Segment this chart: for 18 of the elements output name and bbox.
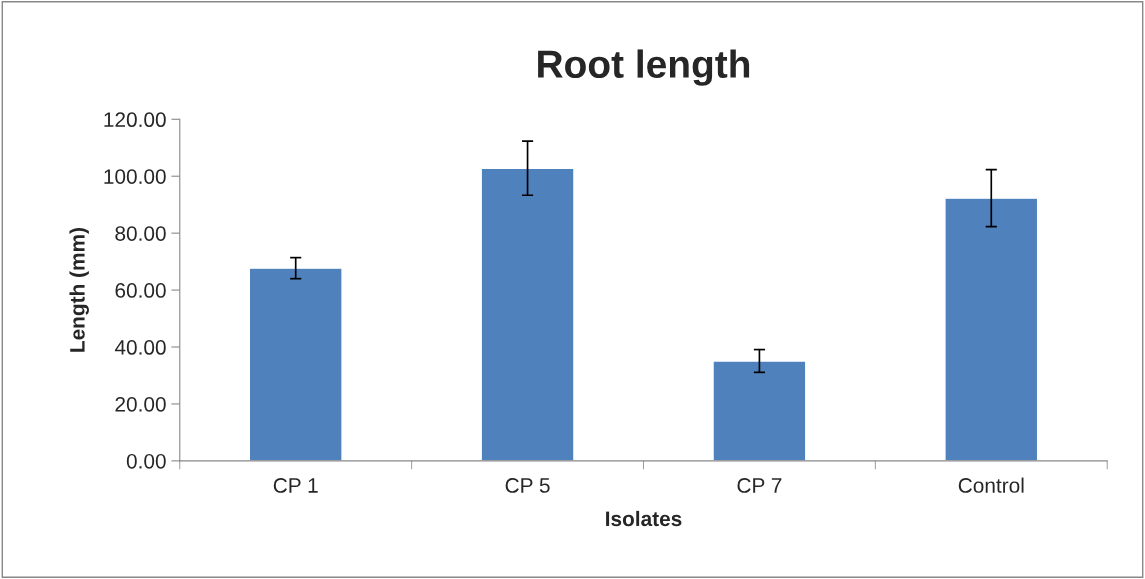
x-tick-label: CP 5 <box>505 478 550 493</box>
y-tick-label: 80.00 <box>115 226 166 241</box>
bar <box>944 197 1039 461</box>
x-axis-title: Isolates <box>606 510 682 527</box>
y-tick-label: 120.00 <box>104 112 166 128</box>
bar <box>248 267 343 461</box>
chart-title: Root length <box>538 49 750 86</box>
x-tick-label: Control <box>958 477 1024 493</box>
bar <box>480 167 575 461</box>
x-tick-label: CP 1 <box>273 478 318 493</box>
y-tick-label: 100.00 <box>104 169 166 184</box>
y-tick-label: 40.00 <box>114 340 166 355</box>
y-axis-title: Length (mm) <box>69 228 89 352</box>
y-tick-label: 20.00 <box>115 396 166 412</box>
y-tick-label: 0.00 <box>126 453 166 469</box>
x-tick-label: CP 7 <box>737 478 782 493</box>
y-tick-label: 60.00 <box>115 283 166 298</box>
bar <box>712 360 807 461</box>
